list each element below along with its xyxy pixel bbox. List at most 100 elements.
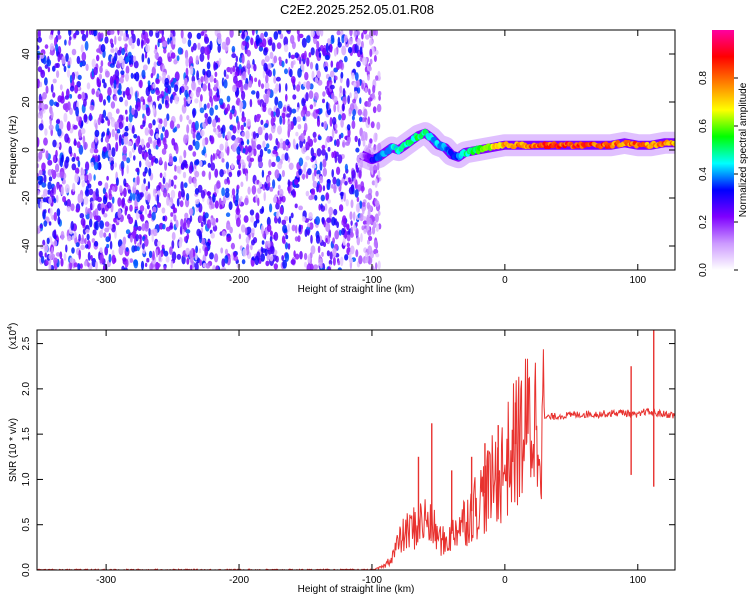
spectrogram-noise-cell xyxy=(262,69,266,79)
spectrogram-noise-cell xyxy=(84,40,89,51)
spectrogram-noise-cell xyxy=(294,52,299,59)
spectrogram-noise-cell xyxy=(317,184,323,193)
spectrogram-noise-cell xyxy=(223,69,227,78)
spectrogram-noise-cell xyxy=(204,246,209,257)
spectrogram-noise-cell xyxy=(88,188,94,196)
spectrogram-noise-cell xyxy=(301,146,306,155)
spectrogram-noise-cell xyxy=(157,56,163,66)
spectrogram-noise-cell xyxy=(311,155,316,161)
spectrogram-noise-cell xyxy=(104,246,109,256)
spectrogram-noise-cell xyxy=(313,101,317,107)
spectrogram-noise-cell xyxy=(325,222,331,232)
spectrogram-noise-cell xyxy=(183,182,188,189)
spectrogram-noise-cell xyxy=(55,43,59,52)
spectrogram-noise-cell xyxy=(139,192,144,198)
spectrogram-noise-cell xyxy=(310,245,316,255)
spectrogram-noise-cell xyxy=(276,155,281,162)
spectrogram-noise-cell xyxy=(334,155,338,164)
spectrogram-noise-cell xyxy=(37,190,40,196)
spectrogram-noise-cell xyxy=(282,106,287,113)
spectrogram-noise-cell xyxy=(167,37,170,45)
spectrogram-noise-cell xyxy=(106,142,110,152)
spectrogram-noise-cell xyxy=(242,148,246,154)
spectrogram-noise-cell xyxy=(305,190,310,197)
spectrogram-noise-cell xyxy=(237,170,240,178)
spectrogram-noise-cell xyxy=(264,82,270,90)
spectrogram-noise-cell xyxy=(255,34,260,45)
spectrogram-noise-cell xyxy=(301,37,307,48)
spectrogram-noise-cell xyxy=(64,39,67,46)
spectrogram-noise-cell xyxy=(128,112,133,123)
spectrogram-noise-cell xyxy=(326,217,332,223)
spectrogram-noise-cell xyxy=(260,119,264,126)
spectrogram-noise-cell xyxy=(61,154,64,163)
spectrogram-noise-cell xyxy=(266,143,270,149)
spectrogram-noise-cell xyxy=(156,137,160,145)
spectrogram-noise-cell xyxy=(206,69,212,78)
spectrogram-noise-cell xyxy=(375,190,379,197)
spectrogram-noise-cell xyxy=(368,88,371,96)
spectrogram-noise-cell xyxy=(375,214,379,222)
spectrogram-noise-cell xyxy=(148,148,152,155)
spectrogram-noise-cell xyxy=(322,241,327,247)
colorbar-label: Normalized spectral amplitude xyxy=(738,82,749,217)
spectrogram-noise-cell xyxy=(191,75,196,83)
spectrogram-noise-cell xyxy=(337,260,341,266)
spectrogram-noise-cell xyxy=(115,141,119,152)
spectrogram-noise-cell xyxy=(199,53,205,62)
spectrogram-noise-cell xyxy=(49,207,53,217)
spectrogram-noise-cell xyxy=(341,228,345,236)
spectrogram-noise-cell xyxy=(127,189,132,194)
spectrogram-noise-cell xyxy=(305,155,311,161)
spectrogram-noise-cell xyxy=(321,251,324,257)
spectrogram-noise-cell xyxy=(271,161,276,167)
spectrogram-noise-cell xyxy=(120,160,125,171)
spectrogram-noise-cell xyxy=(144,166,148,174)
spectrogram-noise-cell xyxy=(278,30,282,35)
spectrogram-noise-cell xyxy=(283,36,289,47)
spectrogram-noise-cell xyxy=(122,257,127,262)
spectrogram-noise-cell xyxy=(307,168,312,176)
spectrogram-noise-cell xyxy=(285,83,288,92)
spectrogram-noise-cell xyxy=(208,171,212,181)
spectrogram-noise-cell xyxy=(172,30,176,38)
spectrogram-noise-cell xyxy=(48,176,53,182)
spectrogram-noise-cell xyxy=(93,240,99,247)
spectrogram-noise-cell xyxy=(248,80,253,88)
spectrogram-noise-cell xyxy=(85,244,89,249)
spectrogram-noise-cell xyxy=(56,70,60,78)
spectrogram-noise-cell xyxy=(342,103,345,112)
spectrogram-noise-cell xyxy=(77,263,81,270)
spectrogram-noise-cell xyxy=(79,62,83,67)
spectrogram-noise-cell xyxy=(187,31,193,40)
spectrogram-noise-cell xyxy=(117,208,122,219)
spectrogram-noise-cell xyxy=(322,98,325,104)
spectrogram-noise-cell xyxy=(231,162,234,170)
spectrogram-noise-cell xyxy=(144,237,149,247)
spectrogram-noise-cell xyxy=(144,208,148,215)
spectrogram-noise-cell xyxy=(136,175,140,186)
spectrogram-noise-cell xyxy=(324,66,329,72)
spectrogram-noise-cell xyxy=(47,181,52,190)
spectrogram-noise-cell xyxy=(111,185,116,192)
spectrogram-noise-cell xyxy=(228,171,233,178)
spectrogram-noise-cell xyxy=(152,119,156,126)
spectrogram-noise-cell xyxy=(260,83,265,89)
spectrogram-noise-cell xyxy=(108,193,113,201)
spectrogram-noise-cell xyxy=(301,216,306,222)
spectrogram-noise-cell xyxy=(357,109,363,116)
spectrogram-noise-cell xyxy=(52,92,56,98)
spectrogram-noise-cell xyxy=(180,218,184,227)
spectrogram-noise-cell xyxy=(356,60,361,68)
spectrogram-noise-cell xyxy=(200,190,206,199)
spectrogram-noise-cell xyxy=(266,216,271,227)
spectrogram-noise-cell xyxy=(52,78,57,84)
spectrogram-noise-cell xyxy=(70,203,75,212)
spectrogram-noise-cell xyxy=(59,251,63,260)
spectrogram-noise-cell xyxy=(364,34,370,40)
spectrogram-noise-cell xyxy=(283,215,289,222)
spectrogram-noise-cell xyxy=(50,83,54,93)
spectrogram-noise-cell xyxy=(110,163,114,171)
spectrogram-noise-cell xyxy=(214,200,219,209)
spectrogram-noise-cell xyxy=(45,150,49,160)
